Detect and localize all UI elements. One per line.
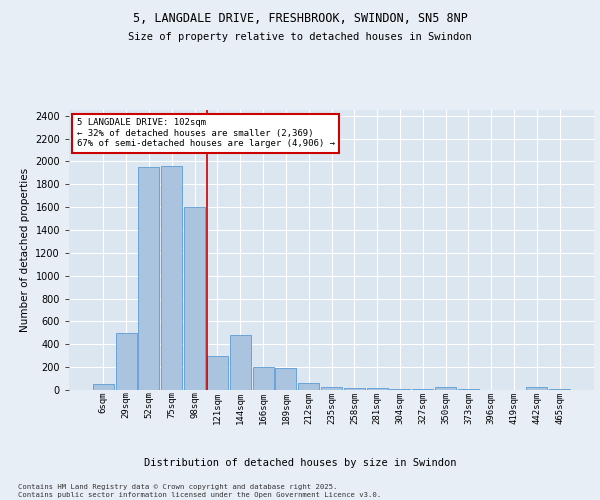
Text: Size of property relative to detached houses in Swindon: Size of property relative to detached ho… <box>128 32 472 42</box>
Bar <box>230 335 251 390</box>
Bar <box>275 368 296 390</box>
Text: Contains HM Land Registry data © Crown copyright and database right 2025.
Contai: Contains HM Land Registry data © Crown c… <box>18 484 381 498</box>
Bar <box>435 386 456 390</box>
Bar <box>207 356 228 390</box>
Bar <box>116 333 137 390</box>
Bar <box>367 388 388 390</box>
Bar <box>139 167 160 390</box>
Bar <box>93 384 114 390</box>
Bar <box>526 386 547 390</box>
Text: 5, LANGDALE DRIVE, FRESHBROOK, SWINDON, SN5 8NP: 5, LANGDALE DRIVE, FRESHBROOK, SWINDON, … <box>133 12 467 26</box>
Text: 5 LANGDALE DRIVE: 102sqm
← 32% of detached houses are smaller (2,369)
67% of sem: 5 LANGDALE DRIVE: 102sqm ← 32% of detach… <box>77 118 335 148</box>
Bar <box>298 383 319 390</box>
Bar <box>458 389 479 390</box>
Bar <box>344 388 365 390</box>
Y-axis label: Number of detached properties: Number of detached properties <box>20 168 29 332</box>
Bar <box>184 207 205 390</box>
Bar <box>389 388 410 390</box>
Bar <box>161 166 182 390</box>
Text: Distribution of detached houses by size in Swindon: Distribution of detached houses by size … <box>144 458 456 468</box>
Bar <box>412 388 433 390</box>
Bar <box>321 386 342 390</box>
Bar <box>253 367 274 390</box>
